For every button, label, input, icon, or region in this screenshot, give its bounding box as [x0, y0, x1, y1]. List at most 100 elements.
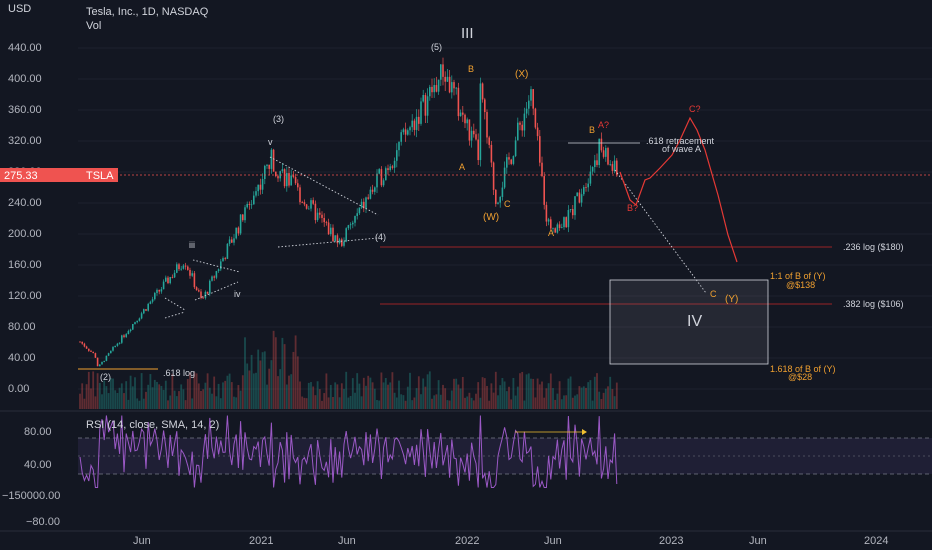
candle-body [228, 239, 231, 244]
candle-body [536, 127, 539, 137]
triangle-patterns[interactable] [164, 156, 707, 319]
candle-body [385, 168, 387, 181]
volume-bar [525, 374, 528, 409]
candle-body [121, 335, 123, 343]
volume-bar [532, 378, 535, 409]
volume-bar [206, 373, 209, 409]
candle-body [206, 291, 209, 294]
volume-bar [202, 389, 205, 409]
volume-bar [514, 395, 517, 409]
candle-body [202, 297, 204, 299]
candle-body [303, 202, 306, 205]
candle-body [616, 160, 618, 175]
time-tick: 2024 [864, 535, 888, 547]
volume-bar [541, 381, 543, 409]
symbol-title[interactable]: Tesla, Inc., 1D, NASDAQ [86, 6, 209, 18]
volume-bar [184, 400, 187, 409]
candle-body [528, 100, 530, 109]
time-tick: 2022 [455, 535, 479, 547]
volume-bar [197, 383, 200, 409]
volume-bar [565, 395, 568, 409]
candle-body [563, 217, 565, 228]
candle-body [321, 214, 323, 218]
volume-bar [228, 373, 231, 409]
candle-body [147, 303, 149, 311]
target-box-iv[interactable] [609, 279, 769, 365]
candle-body [178, 264, 180, 270]
triangle-upper-3[interactable] [164, 297, 186, 311]
volume-bar [127, 399, 130, 409]
projection-dotted[interactable] [614, 169, 707, 294]
candle-body [490, 144, 493, 163]
triangle-upper-1[interactable] [269, 156, 379, 216]
volume-bar [435, 394, 438, 409]
volume-bar [237, 385, 240, 409]
candle-body [81, 341, 83, 344]
volume-bar [382, 382, 385, 409]
volume-bar [266, 384, 268, 409]
label-sub-iv: iv [234, 289, 241, 299]
rsi-arrow-head [582, 429, 587, 435]
volume-label[interactable]: Vol [86, 20, 102, 32]
volume-bar [296, 356, 299, 409]
volume-bar [527, 373, 530, 409]
volume-bar [483, 378, 486, 409]
candle-body [336, 235, 339, 244]
volume-bar [604, 388, 607, 409]
projection-path[interactable] [619, 116, 738, 263]
label-a2: A [548, 228, 554, 238]
candle-body [360, 201, 363, 208]
volume-bar [453, 378, 455, 409]
triangle-lower-2[interactable] [194, 281, 239, 301]
volume-bar [294, 335, 297, 409]
candle-body [457, 87, 460, 117]
volume-bar [457, 384, 460, 409]
volume-bar [268, 368, 271, 409]
candle-body [455, 87, 457, 89]
candle-body [332, 227, 334, 242]
volume-bar [340, 383, 343, 409]
volume-bar [596, 373, 598, 409]
candle-body [578, 192, 581, 203]
candle-body [484, 99, 486, 113]
volume-bar [442, 384, 444, 409]
time-tick: Jun [338, 535, 356, 547]
volume-bar [492, 392, 495, 409]
candle-body [583, 187, 585, 195]
volume-bar [138, 400, 141, 409]
volume-bar [147, 384, 150, 409]
volume-bar [398, 380, 400, 409]
volume-bar [607, 386, 609, 409]
candle-body [363, 201, 365, 209]
label-retrace2: of wave A [662, 144, 701, 154]
triangle-upper-2[interactable] [192, 259, 241, 273]
candle-body [272, 149, 275, 172]
triangle-lower-1[interactable] [277, 237, 379, 248]
volume-bar [446, 400, 449, 409]
candle-body [393, 160, 396, 168]
candle-body [446, 76, 449, 82]
candle-body [171, 276, 174, 278]
label-b1: B [468, 64, 474, 74]
rsi-tick: 40.00 [24, 459, 52, 471]
rsi-tick: −80.00 [26, 516, 60, 528]
candle-body [358, 207, 361, 214]
volume-bar [420, 394, 422, 409]
volume-bar [591, 400, 594, 409]
label-w4: (4) [375, 232, 386, 242]
label-fib1618a: 1.618 of B of (Y) [770, 364, 836, 374]
volume-bar [490, 383, 493, 409]
volume-bar [85, 384, 88, 409]
candle-body [442, 64, 444, 77]
volume-bar [351, 378, 354, 409]
candle-body [204, 291, 207, 299]
candle-body [479, 83, 482, 161]
volume-bar [120, 383, 123, 409]
volume-bar [464, 397, 466, 409]
candle-body [349, 224, 352, 226]
candle-body [508, 157, 510, 160]
candle-body [589, 171, 592, 184]
candle-body [341, 239, 343, 246]
